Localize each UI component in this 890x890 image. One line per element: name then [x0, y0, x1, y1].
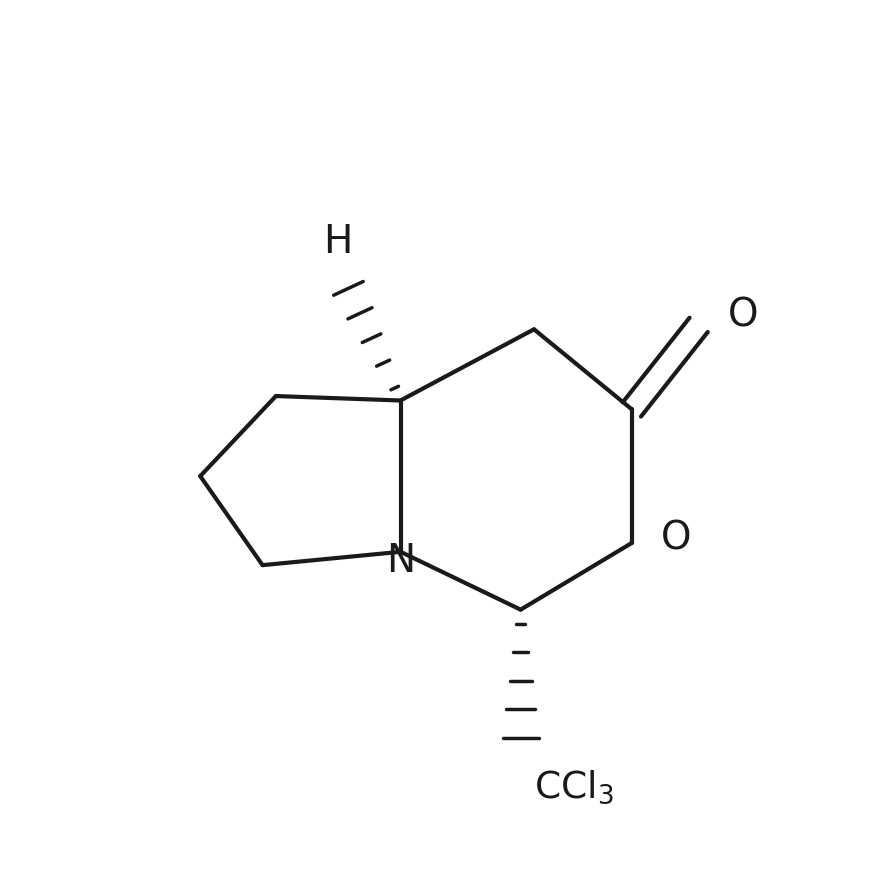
- Text: N: N: [386, 542, 415, 579]
- Text: O: O: [728, 297, 758, 335]
- Text: CCl$_3$: CCl$_3$: [534, 769, 613, 806]
- Text: H: H: [323, 223, 353, 261]
- Text: O: O: [661, 520, 692, 557]
